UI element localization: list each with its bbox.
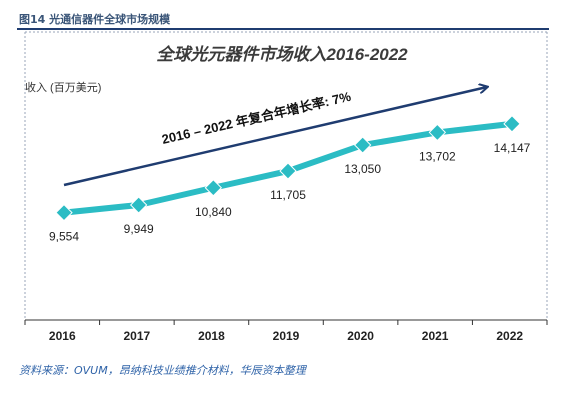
x-tick-label: 2020: [347, 329, 374, 343]
source-note: 资料来源：OVUM，昂纳科技业绩推介材料，华辰资本整理: [19, 364, 306, 377]
data-label: 13,050: [344, 162, 381, 176]
data-point: [279, 162, 297, 180]
chart-svg: 全球光元器件市场收入2016-2022 收入 (百万美元) 2016 – 202…: [24, 31, 548, 343]
top-rule: [17, 28, 549, 30]
data-label: 9,554: [49, 230, 79, 244]
x-tick-label: 2019: [273, 329, 300, 343]
data-label: 13,702: [419, 149, 456, 163]
chart-marks: 2016 2017 2018 2019 2020 2021 2022 9,554 9,949 10…: [24, 115, 548, 343]
cagr-annotation: 2016 – 2022 年复合年增长率: 7%: [160, 89, 352, 147]
x-tick-label: 2018: [198, 329, 225, 343]
chart: 全球光元器件市场收入2016-2022 收入 (百万美元) 2016 – 202…: [17, 30, 549, 355]
x-tick-label: 2016: [49, 329, 76, 343]
data-point: [55, 203, 73, 222]
data-point: [353, 136, 372, 154]
x-tick-label: 2021: [422, 329, 449, 343]
data-point: [204, 179, 223, 197]
data-label: 9,949: [124, 222, 154, 236]
figure-caption: 图14 光通信器件全球市场规模: [19, 13, 171, 26]
data-label: 11,705: [270, 188, 306, 202]
y-axis-label: 收入 (百万美元): [25, 80, 101, 94]
x-tick-label: 2022: [496, 329, 523, 343]
data-point: [503, 115, 521, 133]
data-point: [129, 196, 148, 214]
trend-arrow: [63, 87, 487, 187]
x-tick-label: 2017: [124, 329, 151, 343]
chart-title: 全球光元器件市场收入2016-2022: [156, 45, 408, 64]
data-point: [428, 123, 447, 142]
data-label: 14,147: [494, 141, 531, 155]
data-label: 10,840: [195, 205, 232, 219]
